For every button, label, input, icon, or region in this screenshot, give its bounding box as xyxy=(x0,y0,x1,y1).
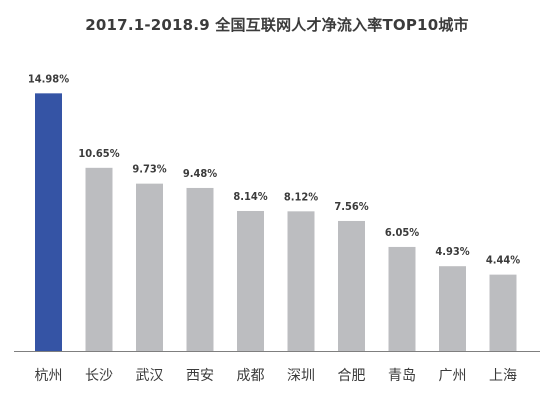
x-tick-label: 武汉 xyxy=(136,368,164,384)
x-tick-label: 杭州 xyxy=(35,368,63,384)
x-tick-label: 深圳 xyxy=(287,368,315,384)
bar xyxy=(85,167,113,351)
x-tick-label: 西安 xyxy=(186,368,214,384)
data-label: 7.56% xyxy=(334,200,368,213)
bar xyxy=(338,220,365,351)
data-label: 8.14% xyxy=(233,190,267,203)
x-tick-label: 成都 xyxy=(237,368,265,384)
chart-title: 2017.1-2018.9 全国互联网人才净流入率TOP10城市 xyxy=(85,16,469,34)
x-tick-label: 广州 xyxy=(439,368,467,384)
data-label: 4.93% xyxy=(435,245,469,258)
bar xyxy=(186,187,214,351)
bar xyxy=(136,183,163,351)
bar xyxy=(35,93,62,352)
data-label: 6.05% xyxy=(385,226,419,239)
x-tick-label: 上海 xyxy=(489,368,517,384)
bar xyxy=(237,210,264,351)
data-label: 4.44% xyxy=(486,254,520,267)
data-label: 10.65% xyxy=(78,147,119,160)
bar xyxy=(287,211,315,351)
data-label: 9.73% xyxy=(132,163,166,176)
data-label: 14.98% xyxy=(28,72,69,85)
x-tick-label: 长沙 xyxy=(85,368,113,384)
x-tick-label: 合肥 xyxy=(338,368,366,384)
data-label: 9.48% xyxy=(183,167,217,180)
data-label: 8.12% xyxy=(284,190,318,203)
bar xyxy=(388,246,416,351)
bar xyxy=(489,274,517,351)
x-tick-label: 青岛 xyxy=(388,368,416,384)
bar xyxy=(439,266,466,351)
